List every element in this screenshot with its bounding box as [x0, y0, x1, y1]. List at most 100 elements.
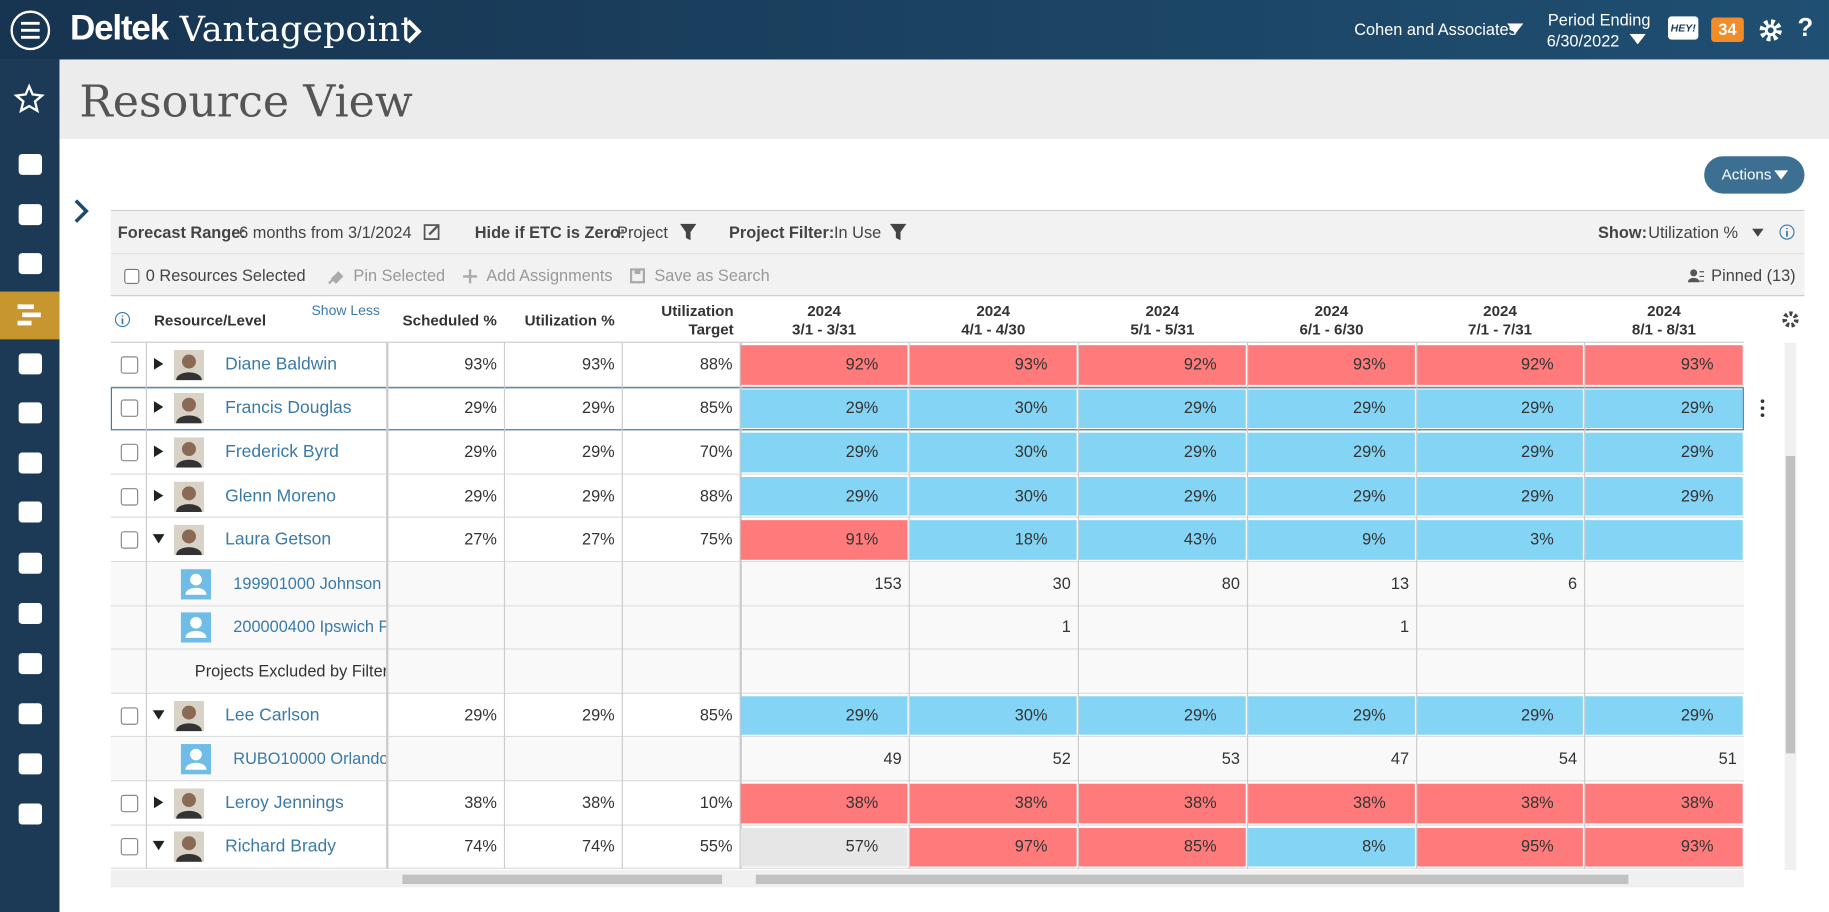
nav-icon[interactable]: [18, 653, 42, 675]
resource-name[interactable]: Glenn Moreno: [225, 485, 337, 506]
utilization-cell: [1417, 389, 1583, 429]
dropdown[interactable]: [1752, 228, 1764, 238]
checkbox[interactable]: [120, 355, 139, 374]
grid-settings[interactable]: [1781, 310, 1800, 329]
resource-name[interactable]: Lee Carlson: [225, 705, 320, 725]
cell-border: [1077, 562, 1079, 606]
expander[interactable]: [152, 840, 165, 852]
nav-icon[interactable]: [18, 602, 42, 624]
toolbar-value[interactable]: In Use: [834, 222, 882, 242]
toolbar-value[interactable]: Project: [617, 222, 668, 242]
filter-icon[interactable]: [679, 222, 698, 243]
checkbox[interactable]: [120, 531, 139, 550]
pinned-count[interactable]: Pinned (13): [1711, 265, 1796, 285]
dropdown[interactable]: [1507, 23, 1524, 35]
utilization-cell: [1585, 432, 1743, 473]
expander[interactable]: [152, 533, 165, 545]
project-name[interactable]: 200000400 Ipswich P: [233, 617, 387, 637]
nav-icon[interactable]: [18, 204, 42, 226]
notification-badge[interactable]: 34: [1711, 17, 1744, 42]
nav-icon[interactable]: [18, 552, 42, 574]
filter-icon[interactable]: [889, 222, 908, 243]
hey-button[interactable]: HEY!: [1668, 16, 1699, 40]
project-name[interactable]: 199901000 Johnson &: [233, 573, 387, 593]
checkbox[interactable]: [120, 706, 139, 725]
hours-value: 1: [1399, 617, 1410, 637]
toolbar-action[interactable]: Save as Search: [654, 265, 770, 285]
table-row[interactable]: [110, 386, 1744, 431]
resource-name[interactable]: Frederick Byrd: [225, 442, 339, 462]
hours-value: 6: [1567, 573, 1578, 593]
table-row[interactable]: [110, 431, 1744, 475]
utilization-cell: [909, 783, 1077, 823]
table-row[interactable]: [110, 649, 1744, 694]
help[interactable]: ?: [1797, 12, 1814, 42]
utilization-cell: [1585, 696, 1743, 736]
scroll-thumb[interactable]: [755, 874, 1629, 885]
actions-button[interactable]: Actions: [1704, 156, 1805, 194]
avatar: [173, 788, 205, 819]
nav-icon[interactable]: [17, 304, 41, 326]
expander[interactable]: [152, 709, 165, 721]
table-row[interactable]: [110, 518, 1744, 563]
edit-icon[interactable]: [423, 223, 442, 242]
resource-name[interactable]: Richard Brady: [225, 836, 336, 857]
resource-name[interactable]: Laura Getson: [225, 529, 332, 550]
resource-name[interactable]: Diane Baldwin: [225, 354, 337, 375]
table-row[interactable]: [110, 781, 1744, 826]
company[interactable]: Cohen and Associates: [1354, 19, 1517, 39]
show-less-link[interactable]: Show Less: [311, 302, 380, 319]
expander[interactable]: [153, 489, 165, 502]
scroll-thumb[interactable]: [402, 874, 723, 885]
nav-icon[interactable]: [18, 253, 42, 275]
checkbox[interactable]: [120, 443, 139, 462]
cell-border: [739, 562, 742, 606]
project-name[interactable]: RUBO10000 Orlando: [233, 748, 387, 768]
dropdown[interactable]: [1629, 33, 1646, 46]
menu-button[interactable]: [9, 9, 51, 51]
table-row[interactable]: [110, 694, 1744, 738]
scroll-thumb[interactable]: [1785, 455, 1796, 754]
toolbar-value[interactable]: Utilization %: [1648, 222, 1739, 242]
nav-icon[interactable]: [18, 803, 42, 825]
toolbar-action[interactable]: Add Assignments: [486, 265, 613, 285]
nav-icon[interactable]: [18, 501, 42, 523]
expander[interactable]: [153, 445, 165, 458]
table-row[interactable]: [110, 343, 1744, 387]
expand-panel[interactable]: [72, 198, 93, 224]
expander[interactable]: [153, 357, 165, 370]
period-range: 7/1 - 7/31: [1468, 320, 1533, 339]
table-row[interactable]: [110, 562, 1744, 606]
utilization-value: 38%: [845, 792, 879, 812]
expander[interactable]: [153, 401, 165, 414]
expander[interactable]: [153, 796, 165, 808]
utilization-value: 29%: [1183, 398, 1217, 417]
toolbar-value[interactable]: 6 months from 3/1/2024: [239, 222, 412, 242]
nav-icon[interactable]: [18, 402, 42, 424]
nav-icon[interactable]: [18, 353, 42, 375]
table-row[interactable]: [110, 737, 1744, 782]
resource-name[interactable]: Francis Douglas: [225, 398, 352, 418]
resource-name[interactable]: Leroy Jennings: [225, 792, 344, 813]
table-row[interactable]: [110, 474, 1744, 519]
checkbox[interactable]: [120, 794, 139, 813]
checkbox[interactable]: [120, 487, 139, 506]
nav-icon[interactable]: [13, 83, 45, 114]
table-row[interactable]: [110, 825, 1744, 870]
row-menu[interactable]: [1758, 399, 1767, 418]
checkbox[interactable]: [120, 399, 139, 418]
utilization-value: 30%: [1014, 442, 1048, 461]
checkbox[interactable]: [124, 268, 140, 284]
table-row[interactable]: [110, 605, 1744, 650]
cell-border: [1077, 825, 1079, 870]
nav-icon[interactable]: [18, 703, 42, 725]
cell-border: [1246, 605, 1249, 650]
settings-icon[interactable]: [1758, 17, 1784, 43]
cell-border: [1246, 386, 1249, 431]
toolbar-action[interactable]: Pin Selected: [353, 265, 446, 285]
nav-icon[interactable]: [18, 452, 42, 474]
checkbox[interactable]: [120, 838, 139, 857]
nav-icon[interactable]: [18, 753, 42, 775]
period-date[interactable]: 6/30/2022: [1546, 31, 1620, 51]
nav-icon[interactable]: [18, 153, 42, 175]
